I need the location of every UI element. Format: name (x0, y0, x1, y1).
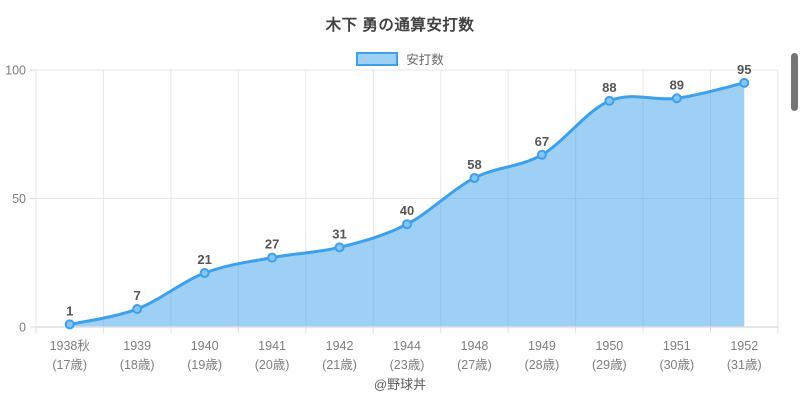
data-point[interactable] (739, 77, 750, 88)
x-tick-label-age: (28歳) (525, 358, 560, 372)
x-tick-label-year: 1941 (258, 339, 286, 353)
data-point-label: 40 (400, 203, 414, 218)
x-tick-label-year: 1949 (528, 339, 556, 353)
data-point-label: 27 (265, 237, 279, 252)
x-tick-label-year: 1939 (123, 339, 151, 353)
x-tick-label-age: (29歳) (592, 358, 627, 372)
data-point-label: 7 (134, 288, 141, 303)
x-tick-label-year: 1950 (595, 339, 623, 353)
x-tick-label-year: 1938秋 (50, 339, 91, 353)
data-point-label: 67 (535, 134, 549, 149)
x-tick-label-age: (27歳) (457, 358, 492, 372)
footer-credit: @野球丼 (373, 377, 427, 392)
data-point[interactable] (671, 93, 682, 104)
x-tick-label-year: 1942 (326, 339, 354, 353)
x-tick-label-year: 1944 (393, 339, 421, 353)
data-point[interactable] (402, 219, 412, 230)
x-tick-label-age: (19歳) (187, 358, 222, 372)
x-tick-label-age: (17歳) (52, 358, 87, 372)
x-tick-label-year: 1940 (191, 339, 219, 353)
y-tick-label: 100 (5, 64, 26, 78)
data-point-label: 88 (602, 80, 616, 95)
area-fill (69, 82, 745, 327)
data-point-label: 21 (197, 252, 211, 267)
data-point-label: 1 (66, 303, 73, 318)
data-point[interactable] (469, 172, 480, 183)
x-tick-label-age: (23歳) (390, 358, 425, 372)
data-point-label: 89 (670, 77, 684, 92)
x-tick-label-year: 1948 (461, 339, 489, 353)
legend[interactable]: 安打数 (0, 49, 800, 68)
x-tick-label-year: 1952 (730, 339, 758, 353)
y-tick-label: 0 (19, 321, 26, 335)
data-point-label: 31 (332, 226, 346, 241)
data-point[interactable] (64, 319, 75, 330)
scrollbar-thumb[interactable] (791, 53, 798, 111)
legend-label: 安打数 (406, 53, 444, 67)
data-point[interactable] (267, 252, 278, 263)
x-tick-label-age: (31歳) (727, 358, 762, 372)
data-point[interactable] (536, 149, 547, 160)
x-tick-label-age: (18歳) (120, 358, 155, 372)
data-point-label: 95 (737, 62, 751, 77)
data-point[interactable] (199, 268, 210, 279)
data-point[interactable] (132, 304, 143, 315)
x-tick-label-age: (30歳) (659, 358, 694, 372)
data-point[interactable] (604, 95, 615, 106)
chart-title: 木下 勇の通算安打数 (325, 17, 475, 34)
x-tick-label-year: 1951 (663, 339, 691, 353)
y-tick-label: 50 (12, 192, 26, 206)
data-point-label: 58 (467, 157, 481, 172)
x-tick-label-age: (21歳) (322, 358, 357, 372)
legend-swatch (356, 51, 399, 66)
x-tick-label-age: (20歳) (255, 358, 290, 372)
data-point[interactable] (334, 242, 345, 253)
